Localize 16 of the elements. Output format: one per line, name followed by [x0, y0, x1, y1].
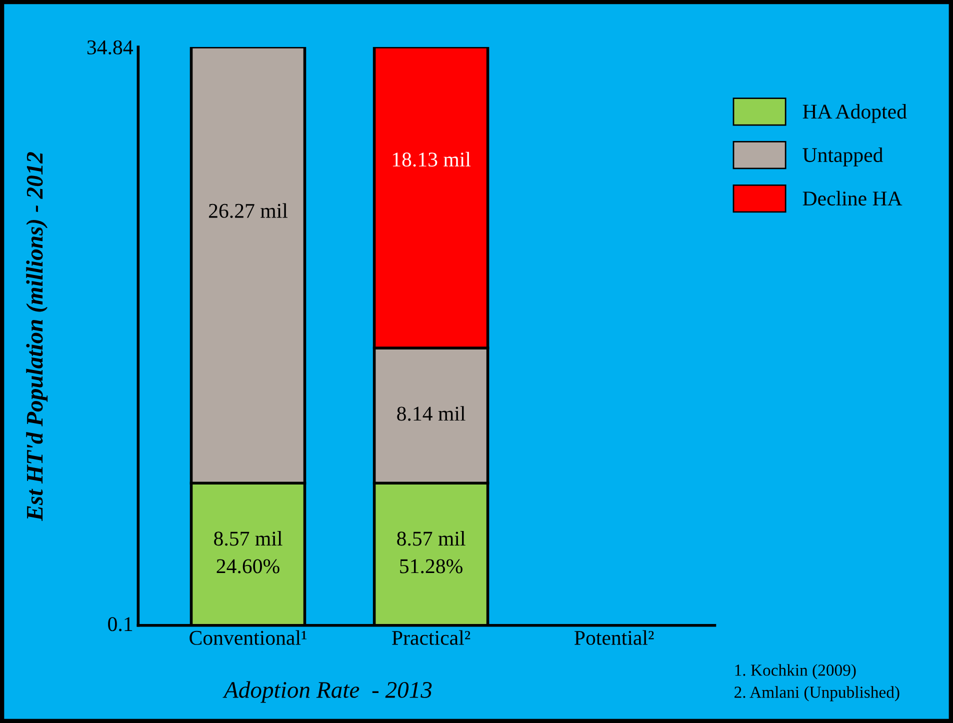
x-axis-title: Adoption Rate - 2013: [222, 681, 432, 703]
x-tick-label: Conventional¹: [190, 630, 307, 645]
data-label: 8.14 mil: [397, 406, 466, 421]
data-label: 8.57 mil 24.60%: [214, 531, 282, 574]
data-label: 18.13 mil: [392, 152, 471, 167]
legend-label: HA Adopted: [802, 104, 907, 123]
y-tick-label: 0.1: [108, 617, 132, 632]
x-tick-label: Practical²: [392, 630, 470, 645]
y-axis-title: Est HT'd Population (millions) - 2012: [26, 152, 48, 522]
data-label: 26.27 mil: [208, 203, 288, 218]
legend-label: Untapped: [802, 147, 883, 166]
x-tick-label: Potential²: [574, 630, 654, 645]
y-tick-label: 34.84: [87, 40, 133, 55]
data-label: 8.57 mil 51.28%: [397, 531, 466, 574]
text: 1. Kochkin (2009) 2. Amlani (Unpublished): [734, 664, 900, 702]
legend-label: Decline HA: [802, 190, 902, 206]
